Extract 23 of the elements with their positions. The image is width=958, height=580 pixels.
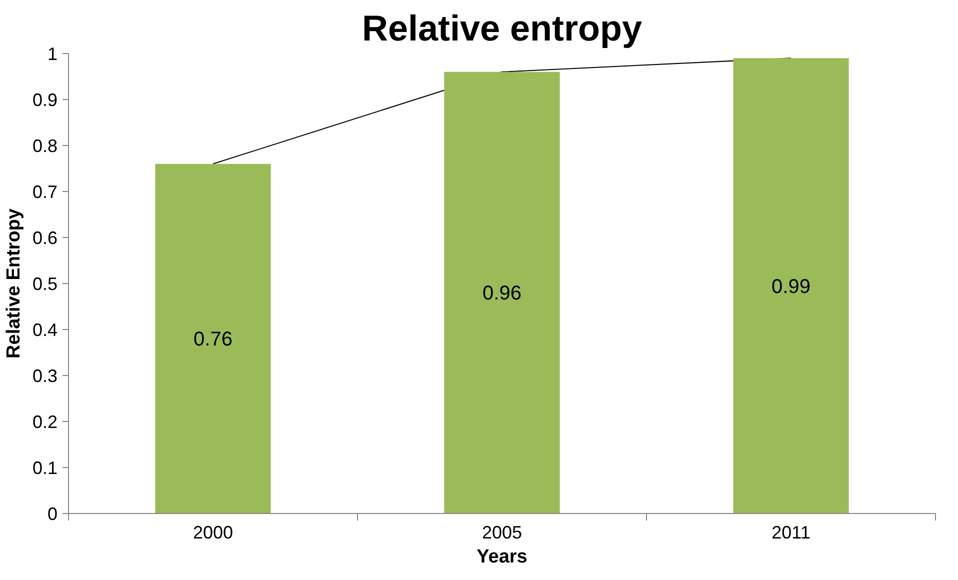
bar xyxy=(444,72,560,514)
y-tick-label: 0.1 xyxy=(32,458,58,478)
y-tick-label: 0 xyxy=(47,504,58,524)
y-tick-label: 0.5 xyxy=(32,274,58,294)
y-tick-label: 0.3 xyxy=(32,366,58,386)
x-axis-title: Years xyxy=(476,546,528,568)
data-label: 0.96 xyxy=(482,282,522,305)
data-label: 0.76 xyxy=(194,328,232,351)
x-tick-label: 2005 xyxy=(482,522,522,542)
data-label: 0.99 xyxy=(772,276,810,298)
bar xyxy=(733,58,849,514)
y-tick-label: 0.4 xyxy=(32,320,58,340)
x-tick-label: 2011 xyxy=(772,522,810,542)
y-tick-label: 0.2 xyxy=(32,412,58,432)
y-tick-label: 0.7 xyxy=(32,182,58,202)
x-tick-label: 2000 xyxy=(192,522,234,542)
y-axis-title: Relative Entropy xyxy=(3,208,24,358)
y-tick-label: 0.9 xyxy=(32,90,58,110)
y-tick-label: 0.6 xyxy=(32,228,58,248)
y-tick-label: 0.8 xyxy=(32,136,58,156)
bar xyxy=(155,164,271,514)
chart-title: Relative entropy xyxy=(362,8,642,48)
y-tick-label: 1 xyxy=(47,44,58,64)
